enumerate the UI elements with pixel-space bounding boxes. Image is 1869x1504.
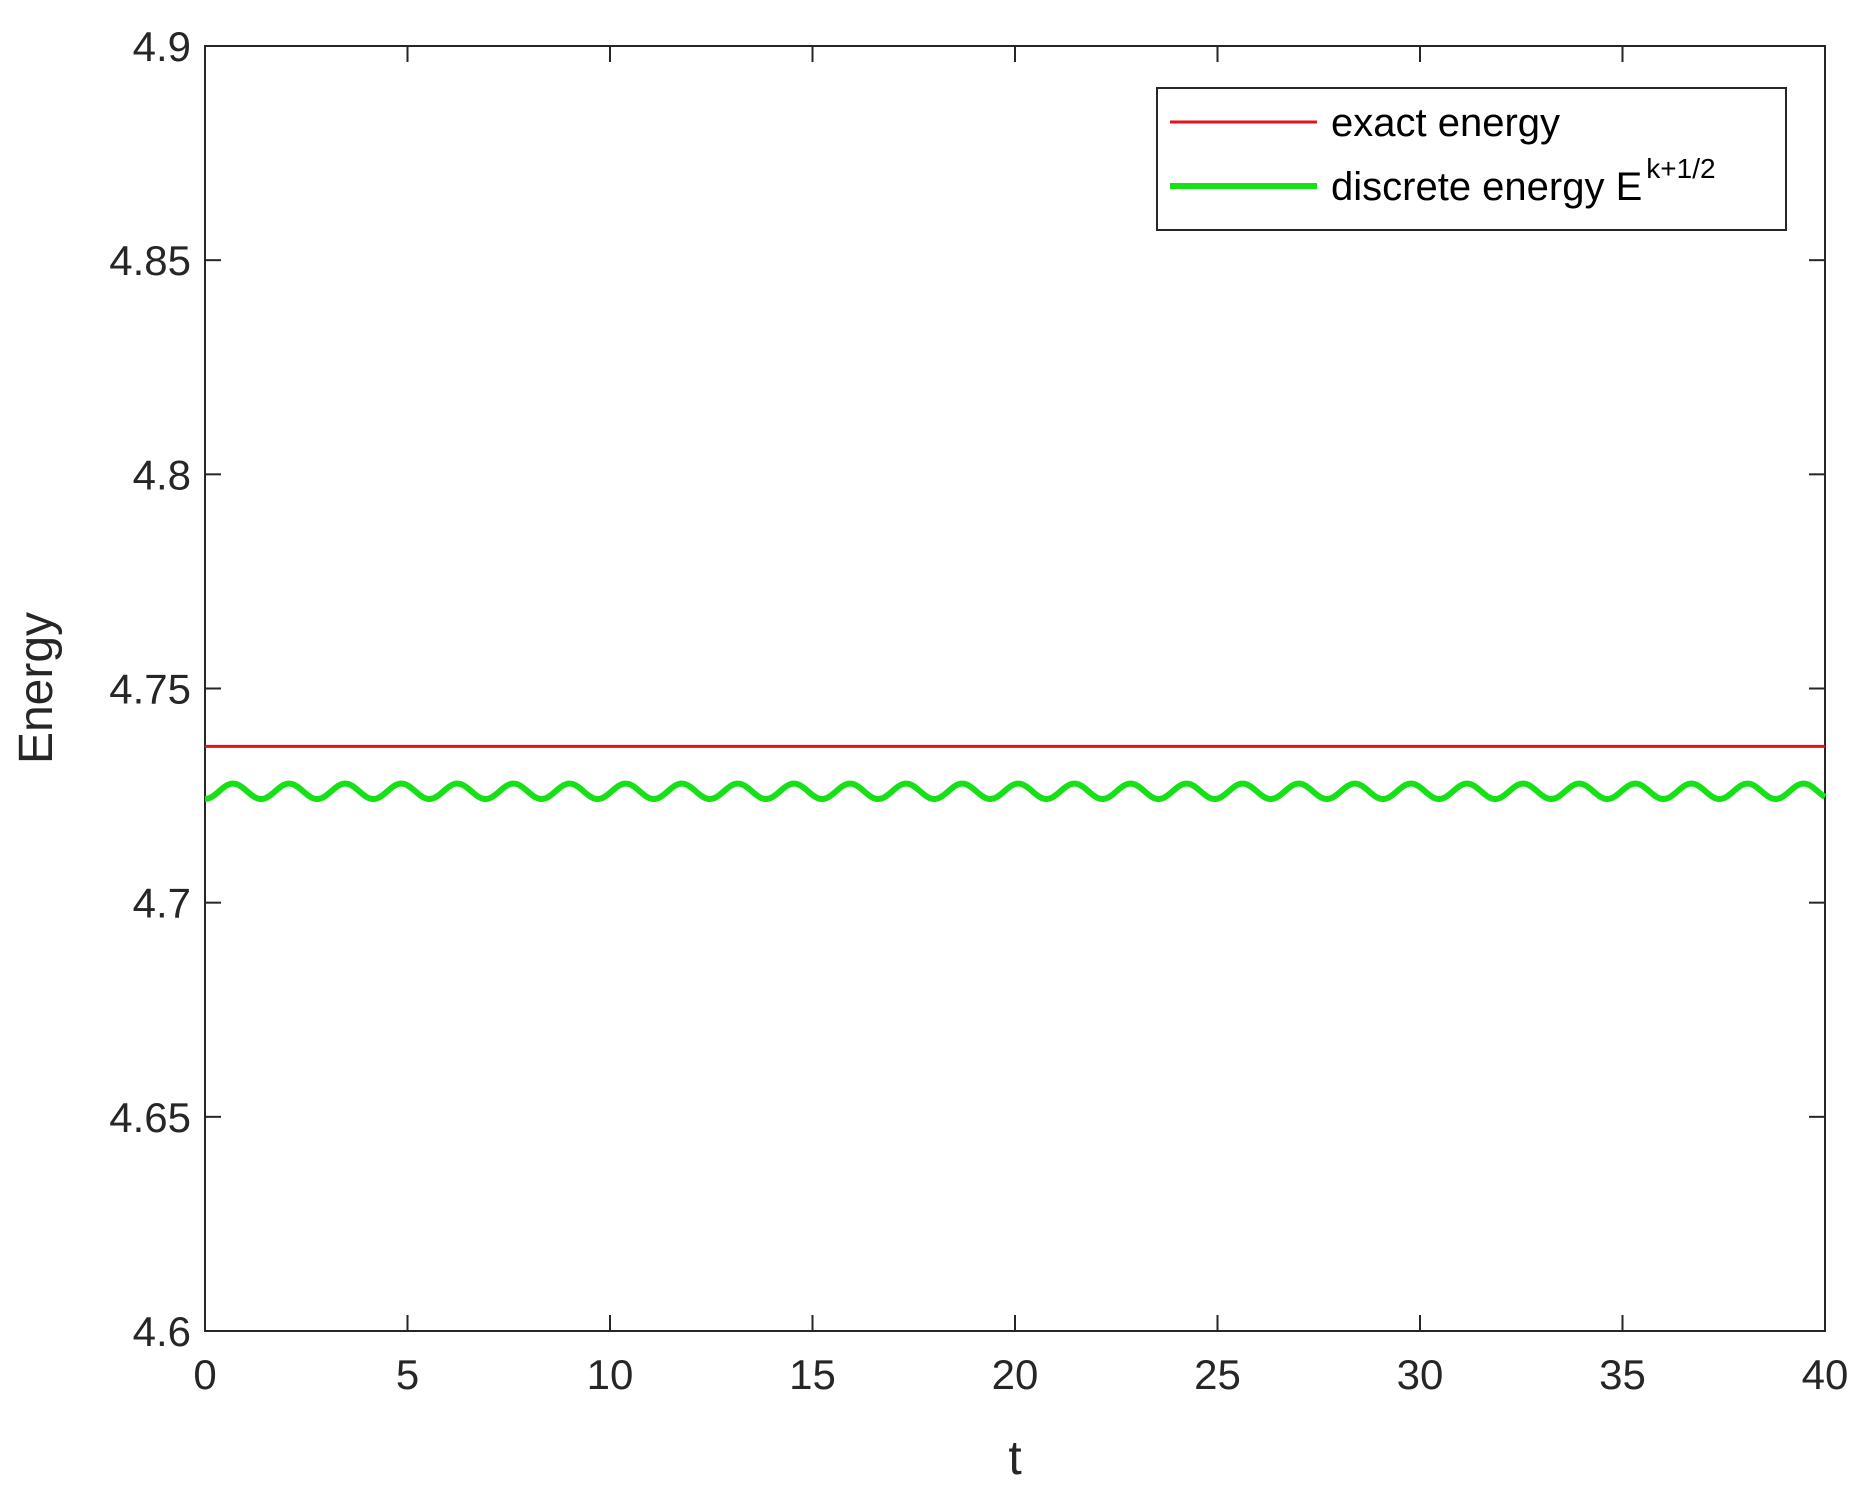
legend-box	[1156, 87, 1787, 231]
x-tick-label: 15	[789, 1351, 836, 1398]
plot-frame	[204, 45, 1826, 1332]
y-tick-label: 4.8	[133, 451, 191, 498]
x-tick-label: 35	[1599, 1351, 1646, 1398]
y-axis-label: Energy	[10, 612, 63, 764]
x-tick-label: 5	[396, 1351, 419, 1398]
y-tick-label: 4.85	[109, 237, 191, 284]
x-tick-label: 20	[992, 1351, 1039, 1398]
legend-label-discrete-main: discrete energy E	[1331, 165, 1642, 209]
x-tick-label: 30	[1397, 1351, 1444, 1398]
x-tick-label: 0	[193, 1351, 216, 1398]
legend-label-exact: exact energy	[1331, 101, 1560, 145]
y-tick-label: 4.6	[133, 1308, 191, 1355]
x-axis-ticks: 0 5 10 15 20 25 30 35 40	[193, 46, 1848, 1398]
plot-area	[204, 45, 1826, 1332]
y-tick-label: 4.7	[133, 880, 191, 927]
series-line-discrete-energy	[203, 780, 1827, 803]
x-axis-label: t	[1008, 1432, 1021, 1485]
x-tick-label: 40	[1802, 1351, 1849, 1398]
x-tick-label: 10	[587, 1351, 634, 1398]
y-axis-ticks: 4.6 4.65 4.7 4.75 4.8 4.85 4.9	[109, 23, 1825, 1355]
series-layer	[203, 744, 1827, 803]
y-tick-label: 4.75	[109, 666, 191, 713]
x-tick-label: 25	[1194, 1351, 1241, 1398]
legend-label-discrete-sup: k+1/2	[1646, 153, 1715, 184]
y-tick-label: 4.9	[133, 23, 191, 70]
y-tick-label: 4.65	[109, 1094, 191, 1141]
